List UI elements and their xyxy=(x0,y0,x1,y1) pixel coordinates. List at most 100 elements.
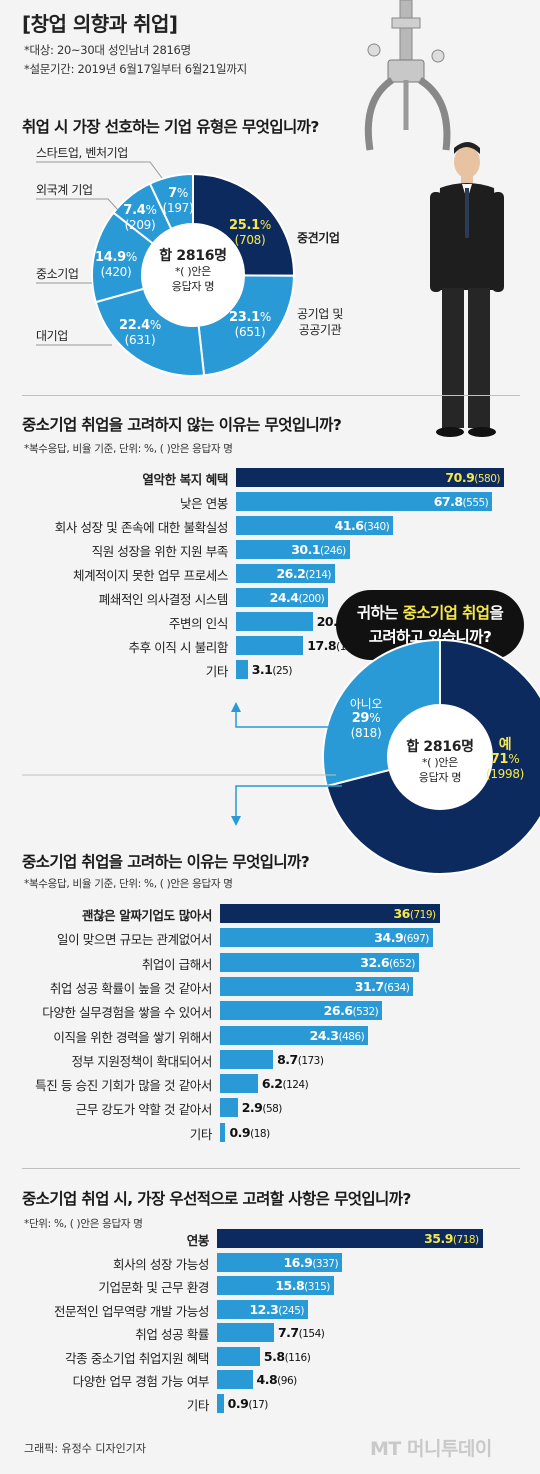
bar-label: 주변의 인식 xyxy=(168,616,228,631)
q4-question: 중소기업 취업 시, 가장 우선적으로 고려할 사항은 무엇입니까? xyxy=(22,1190,411,1208)
bar-value-label: 26.6(532) xyxy=(220,1001,379,1022)
bar-label: 취업이 급해서 xyxy=(141,956,213,972)
bar xyxy=(217,1229,483,1248)
bar-value-label: 2.9(58) xyxy=(241,1098,283,1119)
bar-label: 기타 xyxy=(186,1397,210,1413)
bar-value: 0.9 xyxy=(227,1395,249,1411)
bar-label: 추후 이직 시 불리함 xyxy=(128,640,228,655)
bar xyxy=(236,660,248,679)
q-mid-note1: *( )안은 xyxy=(421,756,459,769)
bar xyxy=(220,976,414,996)
bar-value-label: 30.1(246) xyxy=(236,540,346,561)
q1-donut xyxy=(91,172,296,377)
q2-question: 중소기업 취업을 고려하지 않는 이유는 무엇입니까? xyxy=(22,416,342,434)
bar-label: 취업 성공 확률이 높을 것 같아서 xyxy=(49,980,213,996)
bar-label: 열악한 복지 혜택 xyxy=(142,472,228,487)
q1-center: 합 2816명 *( )안은 응답자 명 xyxy=(148,249,238,294)
bar-value-label: 16.9(337) xyxy=(217,1253,338,1274)
bar xyxy=(236,564,336,583)
bar xyxy=(220,1049,274,1069)
bar xyxy=(236,612,313,631)
bar-value-label: 8.7(173) xyxy=(277,1050,324,1071)
bar-value-label: 31.7(634) xyxy=(220,977,410,998)
bar-count: (154) xyxy=(298,1328,325,1340)
bar-value-label: 34.9(697) xyxy=(220,928,429,949)
bar-value-label: 67.8(555) xyxy=(236,492,489,513)
divider xyxy=(22,395,520,396)
bar-value: 12.3 xyxy=(249,1301,279,1317)
bar-value: 26.2 xyxy=(276,566,306,581)
bar-count: (718) xyxy=(452,1234,479,1246)
mt-logo: MT 머니투데이 xyxy=(370,1438,492,1460)
bar-label: 일이 맞으면 규모는 관계없어서 xyxy=(56,932,212,948)
bubble-text-a: 귀하는 xyxy=(356,604,403,622)
bar xyxy=(217,1299,309,1319)
arrow-up-line xyxy=(235,710,342,728)
bar-count: (719) xyxy=(409,909,436,921)
bar-label: 특진 등 승진 기회가 많을 것 같아서 xyxy=(35,1078,212,1094)
bar-value: 24.3 xyxy=(309,1027,339,1043)
bar-value: 26.6 xyxy=(323,1003,353,1019)
bar xyxy=(220,1001,383,1021)
bar-label: 이직을 위한 경력을 쌓기 위해서 xyxy=(53,1029,212,1045)
bar-count: (245) xyxy=(278,1304,305,1317)
legend-foreign: 외국계 기업 xyxy=(36,183,93,197)
bar-count: (340) xyxy=(363,521,390,533)
bar-value: 5.8 xyxy=(263,1348,285,1364)
bar-value: 16.9 xyxy=(283,1254,313,1270)
bar-value-label: 6.2(124) xyxy=(261,1074,309,1095)
survey-period: *설문기간: 2019년 6월17일부터 6월21일까지 xyxy=(24,62,247,76)
bar-value-label: 4.8(96) xyxy=(257,1370,298,1391)
bar-value: 6.2 xyxy=(261,1076,283,1092)
bar-count: (555) xyxy=(462,497,489,509)
bar xyxy=(217,1370,253,1389)
bar-value: 7.7 xyxy=(277,1325,299,1340)
q1-center-note1: *( )안은 xyxy=(174,265,212,278)
bar-label: 다양한 실무경험을 쌓을 수 있어서 xyxy=(42,1005,212,1021)
bar-value: 17.8 xyxy=(307,638,337,653)
bar-value-label: 15.8(315) xyxy=(217,1276,330,1297)
bar-label: 연봉 xyxy=(186,1233,210,1248)
leader-startup xyxy=(36,161,163,179)
donut-hole xyxy=(142,224,244,326)
bar-value: 15.8 xyxy=(275,1278,305,1293)
q1-center-note2: 응답자 명 xyxy=(171,280,215,293)
bar-value: 8.7 xyxy=(277,1051,298,1067)
bar-value-label: 0.9(17) xyxy=(227,1394,269,1415)
bar-count: (634) xyxy=(383,981,410,994)
bar-value-label: 12.3(245) xyxy=(217,1300,304,1321)
bar-count: (116) xyxy=(284,1351,311,1364)
bar-label: 회사 성장 및 존속에 대한 불확실성 xyxy=(54,520,229,535)
bar-value-label: 5.8(116) xyxy=(263,1347,311,1368)
q1-total: 합 2816명 xyxy=(159,248,227,264)
bubble-text-b: 중소기업 취업 xyxy=(402,604,490,622)
bar-label: 정부 지원정책이 확대되어서 xyxy=(71,1053,213,1069)
bar-count: (697) xyxy=(403,933,429,946)
slice-label-large: 22.4% (631) xyxy=(119,318,161,347)
bar-value-label: 35.9(718) xyxy=(217,1229,479,1250)
slice-label-sme: 14.9% (420) xyxy=(95,250,137,279)
arrow-down-line xyxy=(235,785,342,818)
bar-count: (124) xyxy=(282,1079,309,1092)
bar-value-label: 24.4(200) xyxy=(236,588,325,609)
bar-label: 기타 xyxy=(205,664,229,679)
bar-value-label: 70.9(580) xyxy=(236,468,500,489)
bar-label: 체계적이지 못한 업무 프로세스 xyxy=(72,568,228,583)
bar-value: 32.6 xyxy=(360,954,390,970)
bar-value-label: 26.2(214) xyxy=(236,564,331,585)
bar-value: 0.9 xyxy=(229,1124,251,1140)
q-mid-center: 합 2816명 *( )안은 응답자 명 xyxy=(395,740,485,785)
bar-count: (200) xyxy=(298,593,325,605)
bar xyxy=(236,516,394,535)
bar xyxy=(236,588,329,607)
slice-label-no: 아니오 29% (818) xyxy=(349,697,383,740)
bar-value: 2.9 xyxy=(241,1100,263,1116)
bar xyxy=(217,1276,334,1295)
bar-count: (337) xyxy=(312,1257,339,1270)
bar-value: 30.1 xyxy=(291,542,321,557)
bar xyxy=(220,904,440,923)
bar-count: (315) xyxy=(304,1281,330,1293)
q3-note: *복수응답, 비율 기준, 단위: %, ( )안은 응답자 명 xyxy=(24,878,233,890)
businessman-illustration xyxy=(430,142,504,437)
bar xyxy=(220,952,419,972)
